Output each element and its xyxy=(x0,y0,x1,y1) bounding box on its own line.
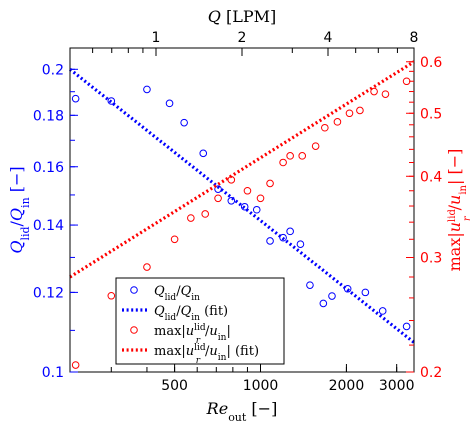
data-point-0-15 xyxy=(319,299,328,308)
y-left-tick-label: 0.2 xyxy=(42,62,64,78)
data-point-0-12 xyxy=(286,227,294,236)
legend-marker-0 xyxy=(130,286,138,294)
data-point-2-4 xyxy=(187,214,195,222)
y-right-tick-label: 0.6 xyxy=(420,55,442,71)
data-point-2-10 xyxy=(266,179,274,188)
top-tick-label: 1 xyxy=(152,30,161,46)
data-point-0-0 xyxy=(71,94,80,103)
legend-marker-2 xyxy=(130,326,138,334)
axis-labels: Reout [−] Q [LPM] Qlid/Qin [−] max|ulid r/ui… xyxy=(7,7,473,422)
y-left-tick-label: 0.1 xyxy=(42,365,64,381)
data-point-2-8 xyxy=(243,186,252,195)
x-axis-label: Reout [−] xyxy=(206,399,278,422)
data-point-2-3 xyxy=(170,235,179,244)
data-point-0-5 xyxy=(199,149,208,158)
data-point-0-14 xyxy=(306,281,314,289)
data-point-0-19 xyxy=(378,307,387,315)
legend-label-3: max|ulid r/uin| (fit) xyxy=(154,343,259,366)
fit-line-3 xyxy=(69,60,415,279)
data-point-2-14 xyxy=(311,142,320,150)
x-tick-label: 2000 xyxy=(329,378,365,394)
data-point-0-16 xyxy=(328,292,336,300)
data-point-0-8 xyxy=(240,202,249,211)
y-right-tick-label: 0.4 xyxy=(420,169,442,185)
top-axis-label: Q [LPM] xyxy=(208,7,276,26)
data-point-2-12 xyxy=(286,152,294,160)
x-tick-label: 500 xyxy=(161,378,188,394)
data-point-0-3 xyxy=(165,99,174,108)
data-point-2-21 xyxy=(402,77,411,86)
x-tick-label: 1000 xyxy=(243,378,279,394)
y-left-tick-label: 0.14 xyxy=(33,218,64,234)
data-point-0-10 xyxy=(266,237,274,245)
legend-label-2: max|ulid r/uin| xyxy=(154,323,231,346)
top-tick-label: 8 xyxy=(410,30,419,46)
y-left-tick-label: 0.18 xyxy=(33,108,64,124)
data-point-0-18 xyxy=(361,288,370,297)
data-point-2-0 xyxy=(71,361,80,369)
data-point-2-1 xyxy=(107,291,116,300)
y-right-axis-label: max|ulid r/uin| [−] xyxy=(445,149,473,272)
data-point-0-4 xyxy=(180,118,188,127)
data-point-2-2 xyxy=(143,263,151,271)
data-point-2-13 xyxy=(298,152,307,160)
y-left-tick-label: 0.16 xyxy=(33,160,64,176)
data-point-0-6 xyxy=(214,185,222,193)
ticks-layer: 500 1000 2000 3000 1 2 4 8 0.1 0.12 0.14 0.16 0.18 0.… xyxy=(33,30,443,394)
y-right-tick-label: 0.5 xyxy=(420,106,442,122)
data-point-0-2 xyxy=(143,85,151,94)
data-point-2-9 xyxy=(256,194,265,203)
y-left-tick-label: 0.12 xyxy=(33,285,64,301)
data-point-0-11 xyxy=(279,233,287,242)
data-point-2-20 xyxy=(381,90,390,98)
legend-box xyxy=(115,277,285,365)
data-point-0-13 xyxy=(296,240,305,248)
data-point-2-17 xyxy=(345,109,354,118)
x-tick-label: 3000 xyxy=(379,378,415,394)
data-point-0-1 xyxy=(107,97,116,105)
data-point-0-9 xyxy=(252,205,261,214)
data-point-2-16 xyxy=(333,118,342,126)
data-point-2-5 xyxy=(201,210,209,218)
data-point-2-15 xyxy=(321,123,329,132)
series-layer xyxy=(69,60,415,369)
data-point-2-11 xyxy=(279,158,287,167)
data-point-2-19 xyxy=(370,87,378,96)
legend-label-0: Qlid/Qin xyxy=(154,284,200,303)
y-right-tick-label: 0.2 xyxy=(420,365,442,381)
data-point-2-18 xyxy=(356,106,364,115)
y-left-axis-label: Qlid/Qin [−] xyxy=(7,166,32,253)
data-point-0-20 xyxy=(402,322,411,331)
data-point-0-7 xyxy=(227,196,236,205)
top-tick-label: 2 xyxy=(238,30,247,46)
legend-label-1: Qlid/Qin (fit) xyxy=(154,304,228,323)
data-point-2-6 xyxy=(214,194,222,203)
top-tick-label: 4 xyxy=(324,30,333,46)
y-right-tick-label: 0.3 xyxy=(420,251,442,267)
